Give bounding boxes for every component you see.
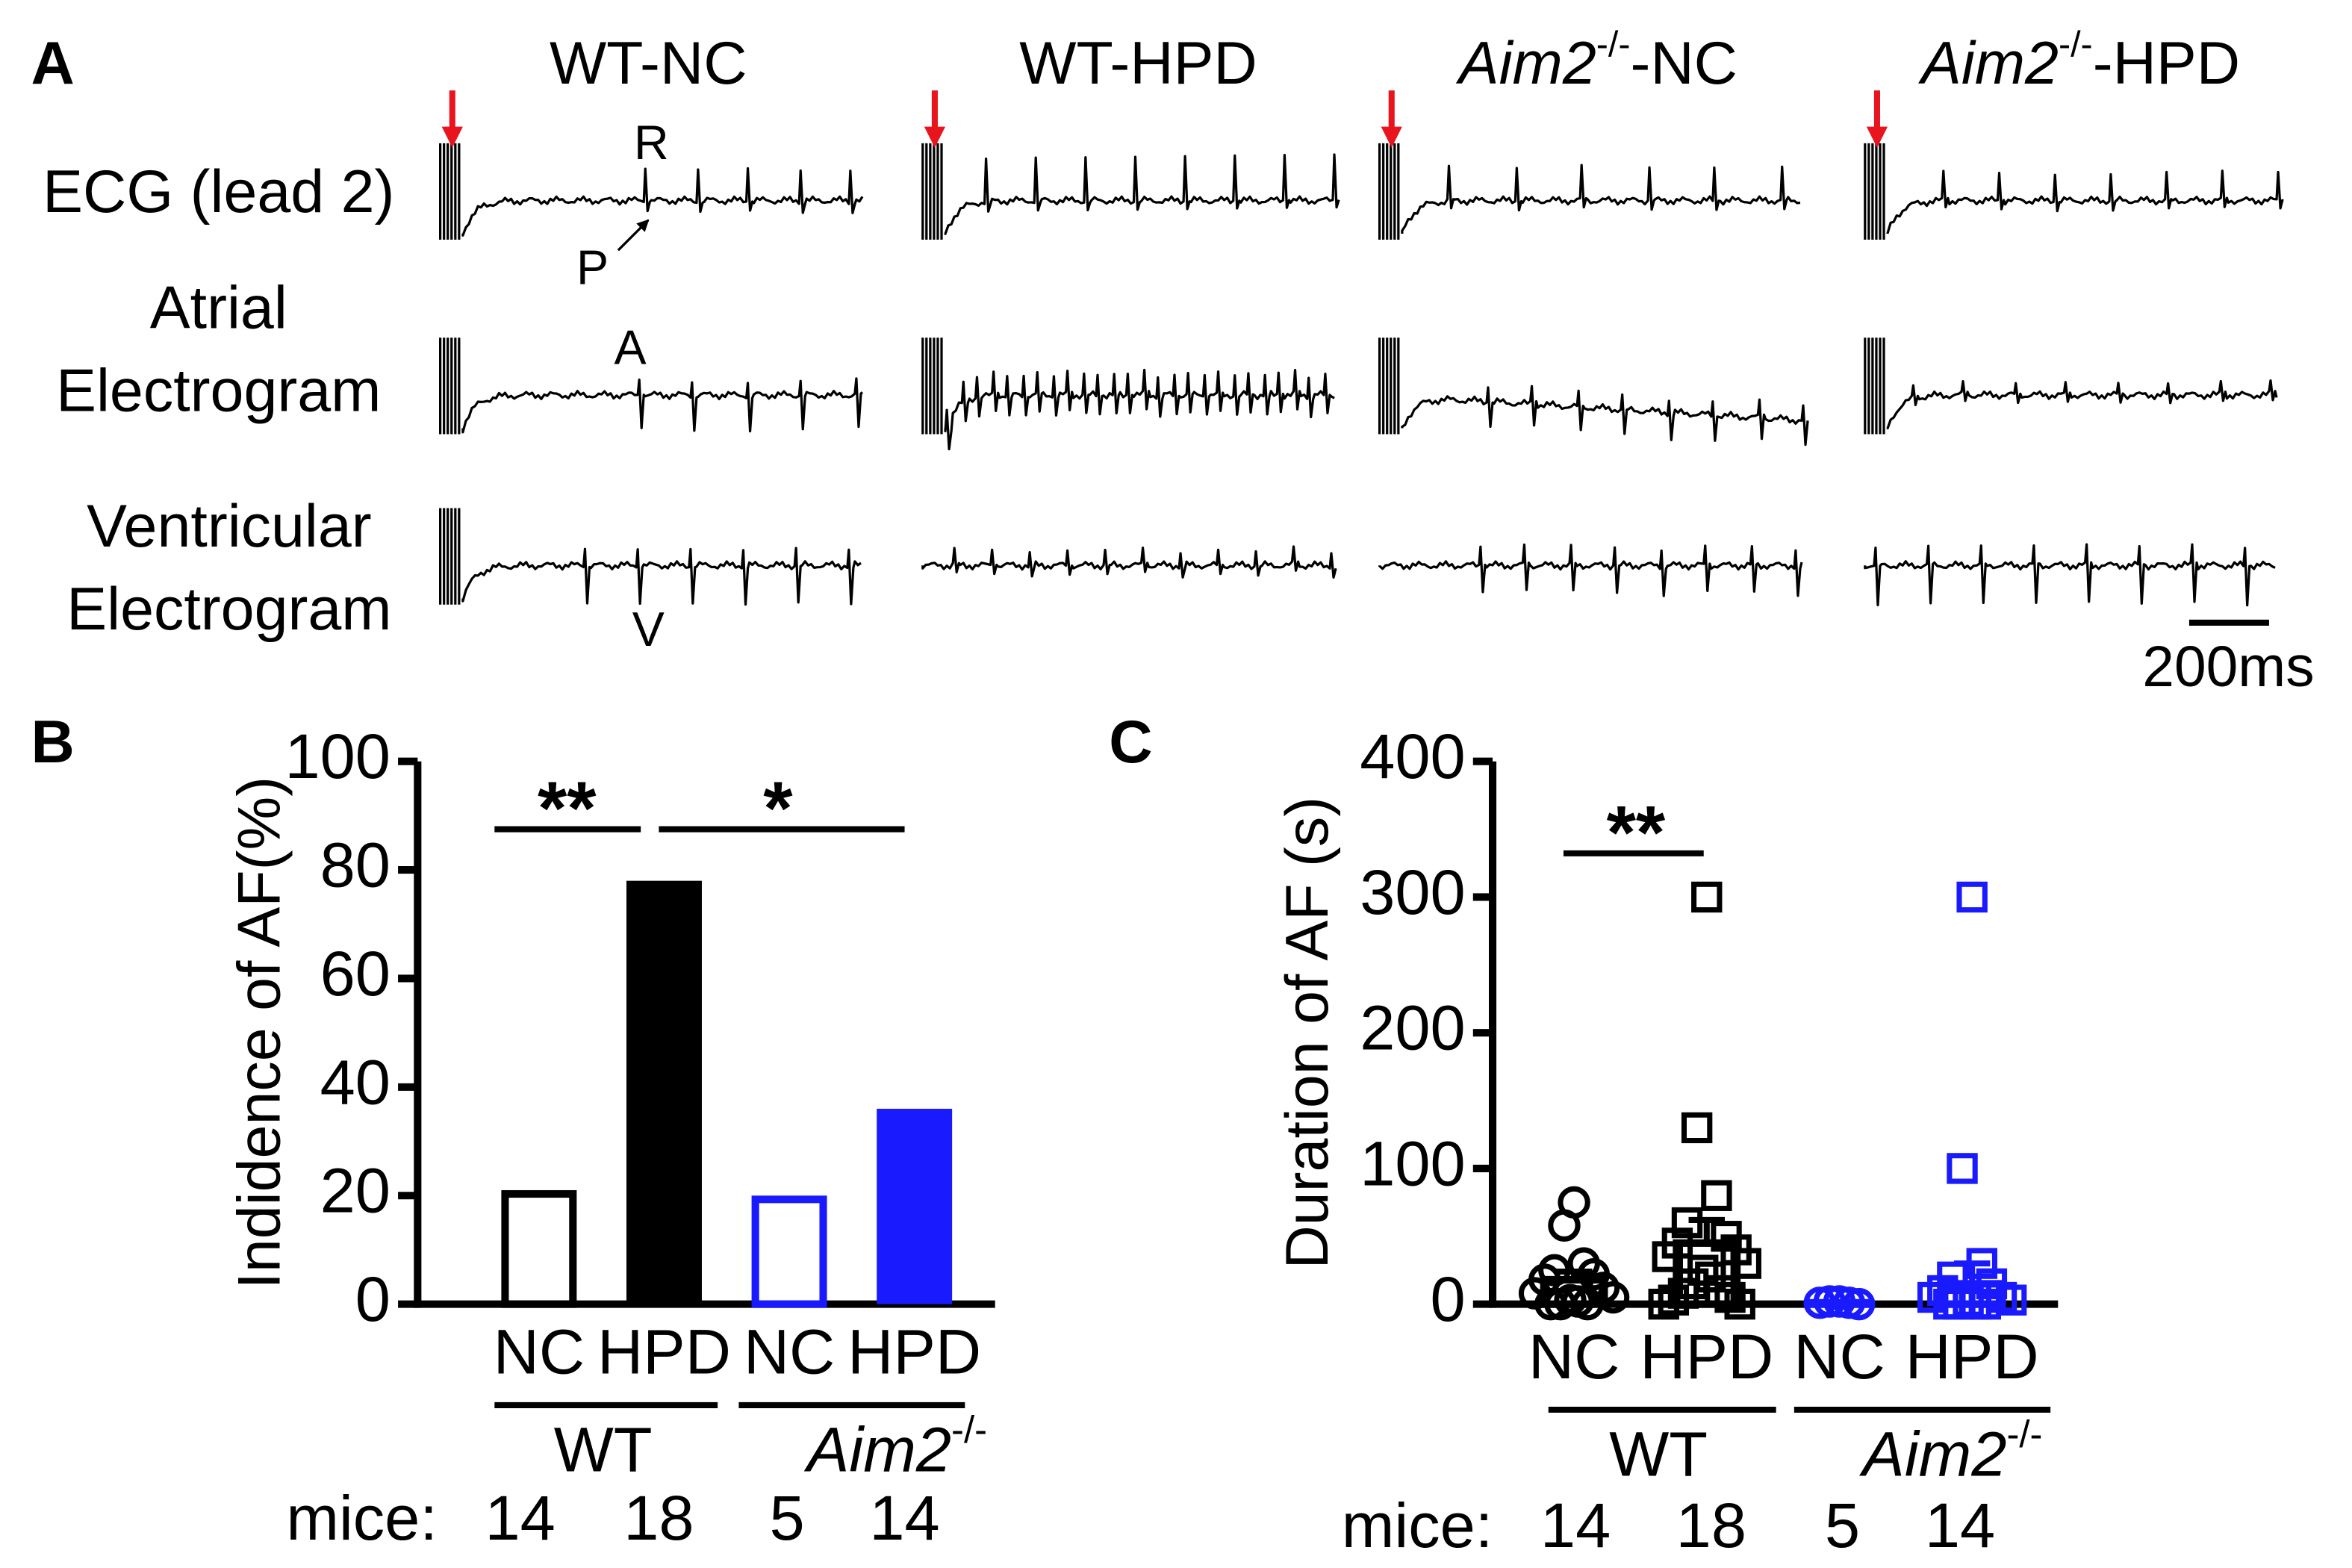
label-text: WT-HPD (1019, 30, 1257, 97)
column-title: Aim2-/--NC (1456, 24, 1737, 97)
x-tick-label: NC (494, 1316, 585, 1387)
superscript: -/- (1596, 24, 1631, 64)
panel-label: B (31, 709, 75, 776)
gene-name: Aim2 (1456, 30, 1596, 97)
y-axis-label: Indidence of AF(%) (226, 777, 293, 1289)
annotation: V (632, 603, 665, 656)
data-point (1701, 1180, 1732, 1211)
bar (501, 1189, 577, 1308)
bar (751, 1195, 827, 1308)
annotation: A (614, 321, 646, 375)
column-title: WT-NC (550, 30, 747, 97)
label-text: WT (554, 1414, 653, 1485)
x-tick-label: NC (1793, 1321, 1885, 1392)
label-suffix: -HPD (2093, 30, 2240, 97)
mice-count: 14 (1925, 1490, 1995, 1561)
atrial-trace (1378, 337, 1809, 447)
atrial-trace (439, 337, 864, 435)
data-point (1548, 1209, 1581, 1242)
y-tick-label: 80 (320, 830, 391, 900)
stimulus-arrowhead (924, 126, 946, 148)
x-tick-label: HPD (1640, 1321, 1773, 1392)
gene-name: Aim2 (1858, 1419, 2006, 1490)
significance-label: ** (1607, 791, 1666, 874)
annotation-arrow (617, 219, 650, 252)
bar (877, 1108, 953, 1304)
gene-name: Aim2 (1918, 30, 2059, 97)
superscript: -/- (2059, 24, 2093, 64)
stimulus-arrowhead (441, 126, 463, 148)
label-text: WT (1609, 1419, 1708, 1490)
data-point (1714, 1281, 1746, 1313)
annotation: P (576, 241, 609, 295)
mice-count: 18 (1676, 1490, 1746, 1561)
x-tick-label: HPD (847, 1316, 981, 1387)
superscript: -/- (951, 1408, 987, 1451)
x-tick-label: HPD (597, 1316, 731, 1387)
row-label: Ventricular (87, 493, 372, 560)
ecg-trace (439, 143, 864, 240)
stimulus-arrowhead (1381, 126, 1402, 148)
y-tick-label: 40 (320, 1046, 391, 1117)
stimulus-arrowhead (1866, 126, 1888, 148)
y-tick-label: 300 (1360, 856, 1465, 927)
column-title: WT-HPD (1019, 30, 1257, 97)
ecg-trace (1864, 143, 2284, 240)
significance-label: * (763, 767, 793, 850)
ecg-trace (921, 143, 1340, 240)
mice-label: mice: (1342, 1490, 1493, 1561)
ventricular-trace (1378, 543, 1803, 597)
mice-count: 5 (769, 1482, 804, 1553)
row-label: Atrial (150, 274, 287, 341)
gene-name: Aim2 (803, 1414, 951, 1485)
group-label: Aim2-/- (1858, 1413, 2042, 1490)
y-tick-label: 200 (1360, 992, 1465, 1063)
mice-count: 14 (1540, 1490, 1611, 1561)
x-tick-label: NC (1528, 1321, 1620, 1392)
data-point (1947, 1153, 1978, 1184)
y-tick-label: 0 (1431, 1263, 1466, 1334)
group-label: WT (554, 1414, 653, 1485)
bar (626, 880, 702, 1304)
data-point (1681, 1112, 1713, 1144)
mice-count: 14 (869, 1482, 939, 1553)
mice-count: 18 (623, 1482, 694, 1553)
y-tick-label: 100 (284, 721, 390, 791)
ventricular-trace (439, 508, 862, 606)
ventricular-trace (921, 545, 1337, 579)
y-tick-label: 20 (320, 1155, 391, 1226)
atrial-trace (921, 337, 1335, 451)
y-axis-label: Duration of AF (s) (1274, 797, 1341, 1269)
mice-count: 14 (485, 1482, 555, 1553)
x-tick-label: HPD (1905, 1321, 2039, 1392)
row-label: Electrogram (66, 576, 391, 643)
label-suffix: -NC (1630, 30, 1737, 97)
atrial-trace (1864, 337, 2278, 435)
mice-count: 5 (1825, 1490, 1860, 1561)
data-point (1956, 881, 1988, 913)
group-label: Aim2-/- (803, 1408, 987, 1485)
mice-label: mice: (286, 1482, 438, 1553)
significance-label: ** (538, 767, 597, 850)
column-title: Aim2-/--HPD (1918, 24, 2240, 97)
row-label: ECG (lead 2) (43, 158, 394, 225)
scale-bar-label: 200ms (2142, 635, 2314, 699)
panel-label: A (31, 30, 75, 97)
ecg-trace (1378, 143, 1801, 240)
y-tick-label: 0 (355, 1263, 391, 1334)
annotation: R (634, 116, 669, 169)
group-label: WT (1609, 1419, 1708, 1490)
y-tick-label: 60 (320, 938, 391, 1009)
y-tick-label: 100 (1360, 1127, 1465, 1198)
superscript: -/- (2006, 1413, 2042, 1455)
label-text: WT-NC (550, 30, 747, 97)
ventricular-trace (1864, 543, 2276, 607)
y-tick-label: 400 (1360, 721, 1465, 791)
row-label: Electrogram (56, 357, 381, 424)
x-tick-label: NC (744, 1316, 835, 1387)
panel-label: C (1109, 709, 1152, 776)
data-point (1691, 881, 1723, 913)
